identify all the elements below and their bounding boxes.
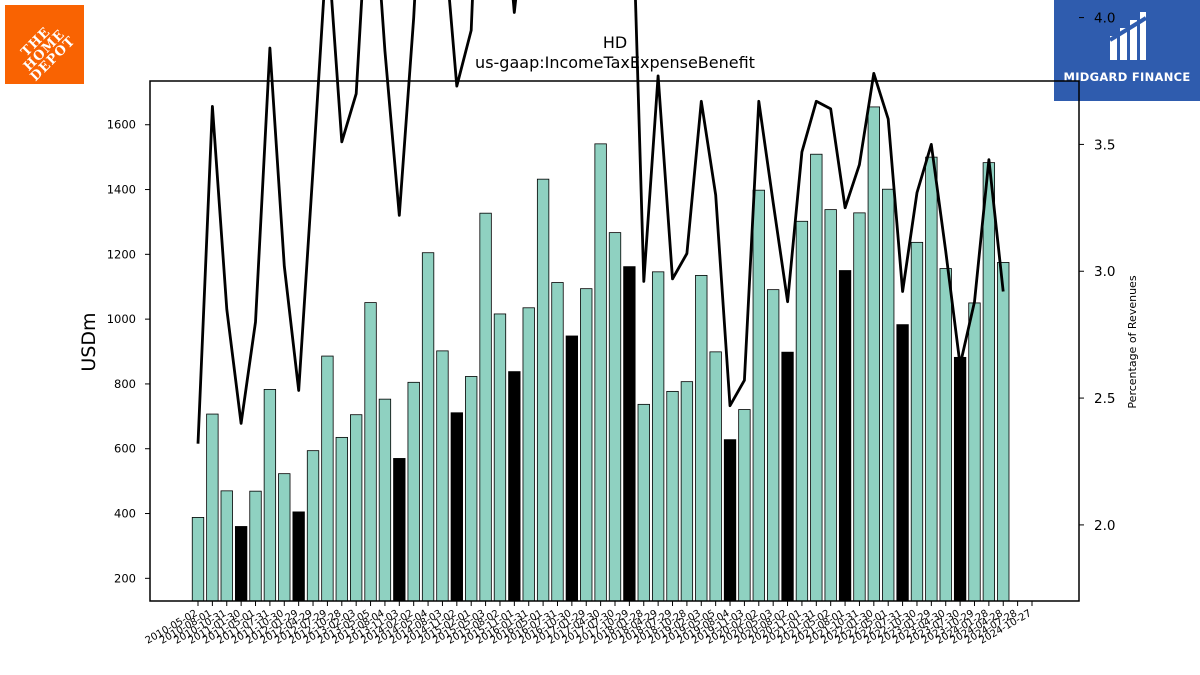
bar-2023-04-30 [939,268,952,602]
bar-2015-05-03 [479,212,492,602]
bar-2023-01-29 [925,156,938,602]
y-tick-label: 1400 [107,183,136,197]
bar-2016-07-31 [551,282,564,602]
y-tick-label: 800 [114,377,136,391]
y2-tick-label: 3.5 [1094,137,1115,153]
bar-2022-07-31 [896,324,909,602]
bar-2017-01-29 [580,288,593,602]
percentage-line [196,0,1005,444]
bar-2015-02-01 [465,376,478,602]
bar-2020-08-02 [781,351,794,602]
bar-2013-02-03 [350,414,363,602]
bar-2020-11-01 [795,220,809,602]
bar-2021-01-31 [810,153,823,602]
bar-2021-08-01 [838,270,852,602]
bar-2017-10-29 [623,266,636,602]
bar-2014-02-02 [407,381,420,602]
bar-2019-08-04 [723,439,737,602]
bar-2015-11-01 [508,371,521,602]
bar-2012-07-29 [321,355,334,602]
home-depot-logo: THE HOME DEPOT [5,5,84,84]
bar-2023-10-29 [968,302,981,602]
bar-2014-08-03 [436,350,449,602]
bar-2014-05-04 [421,252,435,602]
bar-2016-01-31 [522,307,535,602]
y-tick-label: 400 [114,507,136,521]
bar-2010-10-31 [220,490,233,602]
bar-2013-08-04 [378,398,392,602]
bar-2024-01-28 [982,162,996,602]
y-tick-label: 200 [114,571,136,585]
bar-2018-04-29 [651,271,665,602]
y-tick-label: 1000 [107,312,136,326]
bar-2011-05-01 [249,490,262,602]
bar-2018-07-29 [666,390,679,602]
bar-2020-05-03 [767,289,780,602]
bar-2016-05-01 [536,178,550,602]
bar-2017-07-30 [608,232,622,602]
midgard-mark-icon [1108,12,1148,60]
bar-2013-11-03 [393,458,406,602]
bar-2013-05-05 [364,302,377,602]
chart-subtitle: us-gaap:IncomeTaxExpenseBenefit [475,53,755,72]
midgard-logo-text: MIDGARD FINANCE [1063,70,1191,84]
bar-2022-10-30 [910,241,924,602]
bar-2010-08-01 [206,413,219,602]
bar-2020-02-02 [752,189,765,602]
bar-2012-10-28 [335,436,348,602]
bar-2024-04-28 [997,262,1010,602]
bar-2019-02-03 [695,274,708,602]
bar-2012-01-29 [292,511,305,602]
bar-2019-11-03 [738,409,751,602]
bar-2014-11-02 [450,412,463,602]
bar-2021-05-02 [824,209,837,602]
bar-2016-10-30 [565,335,579,602]
plot-frame [149,80,1080,602]
bar-2018-10-28 [680,381,694,602]
y2-tick-label: 3.0 [1094,264,1115,280]
bar-2023-07-30 [953,356,967,602]
bar-2011-01-30 [234,526,248,602]
y-tick-label: 1200 [107,247,136,261]
y2-tick-label: 2.0 [1094,518,1115,534]
bar-2010-05-02 [191,517,205,602]
bar-2018-01-28 [637,403,650,602]
bar-2017-04-30 [594,143,607,602]
y2-tick-label: 2.5 [1094,391,1115,407]
y-axis-label: USDm [78,312,100,371]
bar-2019-05-05 [709,351,722,602]
chart-title: HD [603,33,627,52]
y2-axis-label: Percentage of Revenues [1126,275,1139,408]
y-tick-label: 1600 [107,118,136,132]
bar-2011-07-31 [263,389,277,602]
bar-2011-10-30 [278,473,291,602]
bar-2022-05-01 [882,188,895,602]
bar-2015-08-02 [493,313,507,602]
y-tick-label: 600 [114,442,136,456]
bar-2012-04-29 [306,450,320,602]
bar-2021-10-31 [853,212,866,602]
y2-tick-label: 4.0 [1094,11,1115,27]
bar-2022-01-30 [867,106,880,602]
